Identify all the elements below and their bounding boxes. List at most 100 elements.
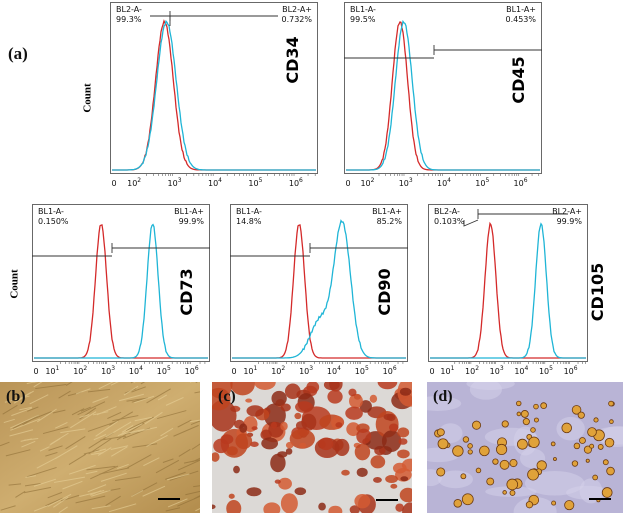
histogram-svg-cd105: 01011021031041051060BL2-A-0.103%BL2-A+99… <box>417 204 607 376</box>
cell-background <box>438 423 463 444</box>
cell-background <box>427 396 462 411</box>
cell-texture <box>134 395 155 404</box>
lipid-droplet <box>597 444 604 450</box>
cell-texture <box>80 406 92 412</box>
mineral-deposit <box>349 393 363 409</box>
mineral-deposit <box>399 487 412 503</box>
plot-frame <box>344 2 542 174</box>
cell-texture <box>131 386 146 393</box>
cell-texture <box>29 394 49 405</box>
cell-texture <box>143 457 160 467</box>
x-tick-label: 106 <box>289 177 303 188</box>
cell-texture <box>134 416 153 422</box>
gate-right-name: BL1-A+ <box>372 207 402 216</box>
cell-texture <box>193 485 200 488</box>
micrograph-b-culture: (b) <box>0 382 200 513</box>
cell-texture <box>195 507 200 512</box>
cell-texture <box>167 498 188 508</box>
cell-texture <box>91 452 104 455</box>
mineral-deposit <box>280 421 288 431</box>
lipid-droplet <box>528 436 540 448</box>
mineral-deposit <box>230 382 255 396</box>
mineral-deposit <box>301 413 317 431</box>
lipid-droplet <box>553 457 557 461</box>
lipid-droplet <box>502 490 507 495</box>
lipid-droplet <box>520 410 529 418</box>
x-tick-label: 104 <box>514 365 528 376</box>
mineral-deposit <box>400 476 409 482</box>
x-tick-label: 103 <box>299 365 313 376</box>
mineral-deposit <box>385 475 398 484</box>
lipid-droplet <box>571 460 579 467</box>
cell-texture <box>105 421 132 438</box>
x-tick-label: 0 <box>111 179 116 188</box>
lipid-droplet <box>516 411 522 417</box>
cell-texture <box>45 497 63 507</box>
lipid-droplet <box>530 427 536 433</box>
cell-texture <box>25 475 37 478</box>
lipid-droplet <box>527 468 539 481</box>
lipid-droplet <box>471 420 482 430</box>
cell-texture <box>88 438 112 455</box>
histogram-cd90: 01011021031041051060BL1-A-14.8%BL1-A+85.… <box>219 200 410 378</box>
mineral-deposit <box>295 401 314 413</box>
x-tick-label: 102 <box>360 177 374 188</box>
micrograph-d-image <box>427 382 623 513</box>
lipid-droplet <box>486 477 495 486</box>
mineral-deposit <box>334 438 350 456</box>
mineral-deposit <box>318 502 326 511</box>
histogram-cd105: 01011021031041051060BL2-A-0.103%BL2-A+99… <box>417 200 623 378</box>
x-tick-label: 106 <box>564 365 578 376</box>
lipid-droplet <box>453 499 463 508</box>
lipid-droplet <box>585 458 590 463</box>
x-tick-label: 104 <box>129 365 143 376</box>
cell-texture <box>117 463 129 470</box>
cell-texture <box>58 390 71 399</box>
mineral-deposit <box>329 382 343 392</box>
mineral-deposit <box>285 441 294 449</box>
micrograph-b-label: (b) <box>6 388 26 405</box>
x-tick-label: 106 <box>514 177 528 188</box>
mineral-deposit <box>356 428 372 445</box>
mineral-deposit <box>327 389 343 404</box>
x-tick-label: 102 <box>73 365 87 376</box>
mineral-deposit <box>280 403 291 412</box>
cell-texture <box>13 390 34 404</box>
cell-texture <box>85 470 98 475</box>
cell-texture <box>39 446 50 452</box>
mineral-deposit <box>226 446 238 456</box>
cell-texture <box>33 505 49 512</box>
x-tick-label: 105 <box>539 365 553 376</box>
mineral-deposit <box>383 413 394 421</box>
gate-left-name: BL2-A- <box>116 5 142 14</box>
x-tick-label: 101 <box>45 365 59 376</box>
mineral-deposit <box>289 428 315 449</box>
cell-texture <box>190 420 200 426</box>
cell-texture <box>98 382 114 390</box>
gate-right-name: BL1-A+ <box>506 5 536 14</box>
cell-texture <box>55 421 68 429</box>
lipid-droplet <box>492 458 499 465</box>
cell-texture <box>70 411 97 429</box>
histogram-svg-cd45: 01021031041051060BL1-A-99.5%BL1-A+0.453%… <box>333 2 542 188</box>
lipid-droplet <box>564 500 575 511</box>
lipid-droplet <box>522 418 530 426</box>
lipid-droplet <box>460 473 467 480</box>
cell-texture <box>26 382 37 385</box>
cell-texture <box>177 495 200 507</box>
cell-texture <box>121 424 134 433</box>
cell-texture <box>87 421 117 432</box>
cell-texture <box>87 388 111 393</box>
lipid-droplet <box>579 437 586 444</box>
marker-label-cd45: CD45 <box>509 56 528 103</box>
mineral-deposit <box>246 487 262 497</box>
histogram-series-isotype <box>430 221 586 359</box>
mineral-deposit <box>328 505 343 513</box>
mineral-deposit <box>285 448 293 455</box>
micrograph-c-alizarin: (c) <box>212 382 412 513</box>
cell-texture <box>166 473 190 481</box>
mineral-deposit <box>399 387 412 396</box>
cell-texture <box>130 426 158 434</box>
cell-texture <box>92 411 109 416</box>
mineral-deposit <box>390 483 398 489</box>
